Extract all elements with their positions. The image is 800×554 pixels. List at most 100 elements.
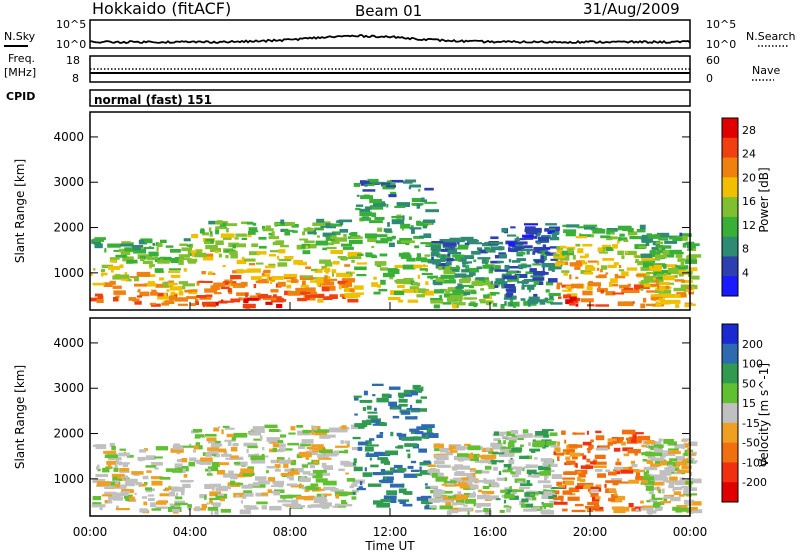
- velocity-echo-cell: [272, 447, 277, 452]
- power-echo-cell: [465, 265, 470, 270]
- power-echo-cell: [446, 257, 454, 262]
- power-echo-cell: [621, 271, 629, 277]
- velocity-echo-cell: [562, 449, 573, 452]
- velocity-echo-cell: [215, 448, 227, 453]
- velocity-echo-cell: [414, 388, 421, 391]
- velocity-echo-cell: [643, 471, 648, 476]
- power-echo-cell: [215, 229, 220, 235]
- velocity-echo-cell: [410, 469, 419, 472]
- power-echo-cell: [109, 259, 117, 263]
- power-echo-cell: [344, 264, 350, 267]
- power-echo-cell: [314, 227, 324, 231]
- power-echo-cell: [410, 225, 414, 229]
- velocity-echo-cell: [378, 452, 391, 457]
- velocity-echo-cell: [542, 503, 554, 508]
- power-echo-cell: [617, 250, 624, 255]
- power-echo-cell: [618, 237, 628, 241]
- velocity-echo-cell: [437, 464, 451, 468]
- power-echo-cell: [682, 243, 687, 248]
- velocity-echo-cell: [209, 491, 222, 497]
- velocity-echo-cell: [591, 486, 600, 491]
- power-echo-cell: [511, 260, 521, 263]
- power-echo-cell: [311, 268, 318, 272]
- velocity-echo-cell: [503, 505, 510, 508]
- velocity-echo-cell: [555, 490, 560, 495]
- y-tick-label: 3000: [53, 175, 84, 189]
- velocity-echo-cell: [266, 466, 276, 469]
- power-echo-cell: [406, 257, 416, 262]
- power-echo-cell: [413, 288, 426, 293]
- velocity-echo-cell: [103, 450, 116, 454]
- power-echo-cell: [436, 253, 441, 258]
- power-echo-cell: [468, 272, 476, 276]
- velocity-echo-cell: [168, 491, 175, 497]
- power-echo-cell: [356, 194, 360, 197]
- power-echo-cell: [371, 255, 378, 259]
- velocity-echo-cell: [377, 457, 388, 460]
- velocity-echo-cell: [565, 456, 571, 461]
- power-echo-cell: [516, 236, 519, 242]
- power-echo-cell: [112, 275, 119, 280]
- velocity-echo-cell: [307, 504, 312, 509]
- power-echo-cell: [259, 245, 267, 249]
- power-echo-cell: [97, 295, 104, 300]
- power-echo-cell: [337, 256, 347, 259]
- power-echo-cell: [595, 304, 610, 307]
- power-echo-cell: [464, 289, 476, 293]
- power-echo-cell: [213, 282, 225, 287]
- power-echo-cell: [363, 194, 370, 198]
- power-echo-cell: [371, 282, 378, 287]
- power-echo-cell: [617, 225, 632, 229]
- power-echo-cell: [543, 298, 555, 301]
- power-echo-cell: [441, 266, 446, 269]
- velocity-echo-cell: [550, 445, 560, 448]
- velocity-echo-cell: [467, 510, 470, 515]
- velocity-echo-cell: [675, 510, 682, 513]
- power-echo-cell: [101, 272, 104, 277]
- power-echo-cell: [454, 273, 467, 278]
- power-echo-cell: [662, 275, 675, 281]
- power-echo-cell: [441, 254, 446, 259]
- power-echo-cell: [649, 265, 653, 270]
- power-echo-cell: [297, 291, 307, 295]
- power-echo-cell: [525, 271, 537, 275]
- power-echo-cell: [159, 277, 165, 281]
- power-echo-cell: [506, 271, 517, 274]
- velocity-echo-cell: [663, 496, 667, 502]
- power-echo-cell: [518, 264, 532, 268]
- power-echo-cell: [330, 250, 344, 254]
- velocity-echo-cell: [653, 447, 659, 452]
- power-echo-cell: [422, 290, 434, 296]
- power-echo-cell: [535, 232, 538, 235]
- velocity-echo-cell: [562, 477, 575, 480]
- power-echo-cell: [464, 242, 470, 246]
- power-echo-cell: [280, 244, 289, 248]
- power-colorbar-tick-label: 16: [742, 195, 756, 208]
- velocity-echo-cell: [151, 508, 161, 511]
- power-echo-cell: [686, 303, 696, 307]
- power-echo-cell: [552, 264, 562, 270]
- velocity-echo-cell: [493, 431, 499, 436]
- power-echo-cell: [514, 246, 525, 251]
- power-echo-cell: [540, 254, 544, 260]
- velocity-echo-cell: [504, 493, 515, 499]
- velocity-echo-cell: [305, 456, 310, 460]
- velocity-echo-cell: [234, 462, 241, 465]
- power-colorbar-segment: [722, 177, 738, 198]
- velocity-echo-cell: [247, 445, 258, 449]
- power-echo-cell: [615, 275, 626, 279]
- power-echo-cell: [325, 236, 336, 241]
- velocity-echo-cell: [452, 467, 458, 471]
- velocity-echo-cell: [628, 466, 632, 471]
- velocity-heatmap: [91, 383, 703, 515]
- velocity-echo-cell: [645, 485, 654, 491]
- velocity-echo-cell: [380, 479, 394, 484]
- power-echo-cell: [550, 302, 563, 305]
- velocity-echo-cell: [523, 508, 537, 512]
- velocity-echo-cell: [365, 453, 379, 457]
- velocity-echo-cell: [659, 506, 663, 510]
- power-echo-cell: [532, 227, 542, 233]
- power-echo-cell: [391, 219, 405, 225]
- velocity-echo-cell: [561, 430, 566, 435]
- velocity-echo-cell: [522, 429, 529, 433]
